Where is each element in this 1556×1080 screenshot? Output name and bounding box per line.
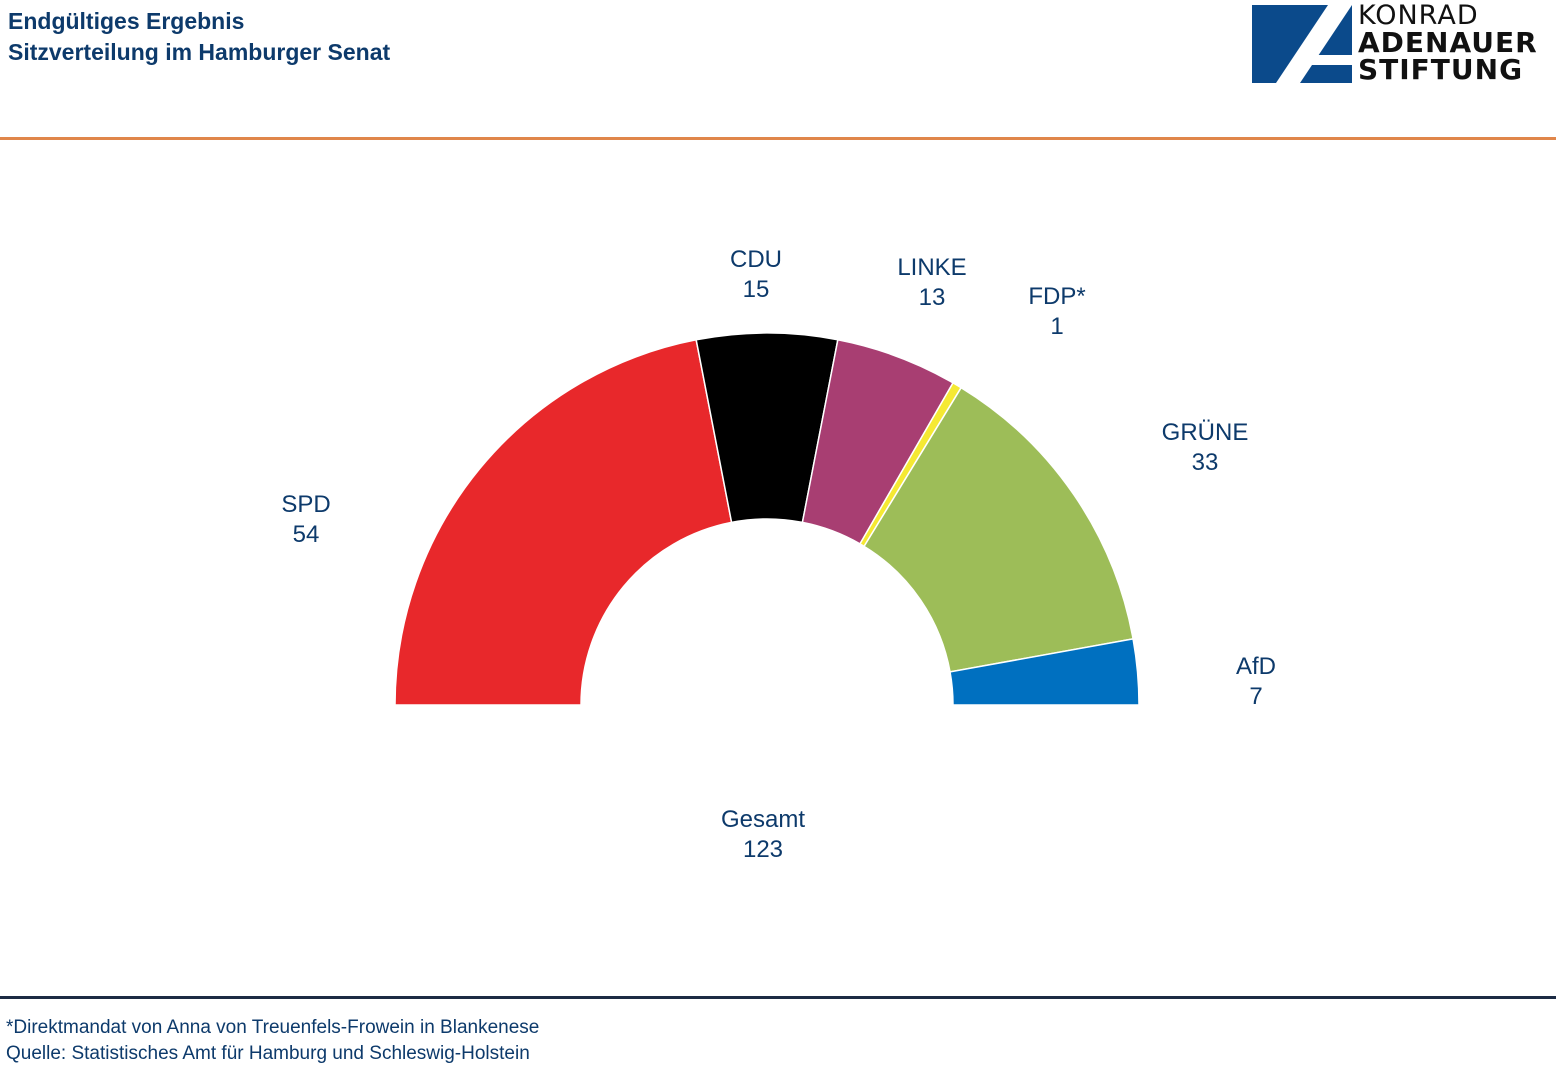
- seat-count: 7: [1249, 683, 1263, 710]
- logo-text-3: STIFTUNG: [1358, 53, 1524, 86]
- seat-count: 15: [742, 276, 770, 303]
- seat-chart: [394, 332, 1140, 706]
- logo-text-1: KONRAD: [1358, 0, 1479, 31]
- segment-label: GRÜNE 33: [1125, 418, 1285, 478]
- header-divider: [0, 137, 1556, 140]
- source-note: Quelle: Statistisches Amt für Hamburg un…: [6, 1043, 530, 1064]
- total-label-text: Gesamt: [720, 806, 806, 833]
- seat-count: 54: [292, 521, 320, 548]
- segment-grüne: [863, 386, 1134, 673]
- total-label: Gesamt 123: [683, 805, 843, 865]
- party-name: CDU: [730, 246, 782, 273]
- seat-count: 1: [1050, 313, 1064, 340]
- logo-text-2: ADENAUER: [1358, 26, 1538, 59]
- seat-count: 13: [918, 284, 946, 311]
- party-name: FDP*: [1028, 283, 1086, 310]
- segment-spd: [394, 338, 733, 706]
- title-line-2: Sitzverteilung im Hamburger Senat: [8, 39, 391, 65]
- seat-count: 33: [1191, 449, 1219, 476]
- total-value: 123: [742, 836, 784, 863]
- segment-label: LINKE 13: [852, 253, 1012, 313]
- chart-title: Endgültiges Ergebnis Sitzverteilung im H…: [8, 6, 390, 68]
- party-name: LINKE: [897, 254, 967, 281]
- segment-label: AfD 7: [1176, 652, 1336, 712]
- kas-logo: KONRAD ADENAUER STIFTUNG: [1252, 0, 1552, 86]
- party-name: AfD: [1235, 653, 1276, 680]
- segment-afd: [949, 637, 1140, 706]
- logo-mark-icon: [1252, 5, 1352, 83]
- footer-divider: [0, 996, 1556, 999]
- segment-label: SPD 54: [226, 490, 386, 550]
- segment-label: FDP* 1: [977, 282, 1137, 342]
- segment-label: CDU 15: [676, 245, 836, 305]
- party-name: GRÜNE: [1161, 419, 1249, 446]
- footnote: *Direktmandat von Anna von Treuenfels-Fr…: [6, 1017, 540, 1038]
- footer: *Direktmandat von Anna von Treuenfels-Fr…: [6, 1015, 539, 1067]
- title-line-1: Endgültiges Ergebnis: [8, 8, 245, 34]
- party-name: SPD: [281, 491, 331, 518]
